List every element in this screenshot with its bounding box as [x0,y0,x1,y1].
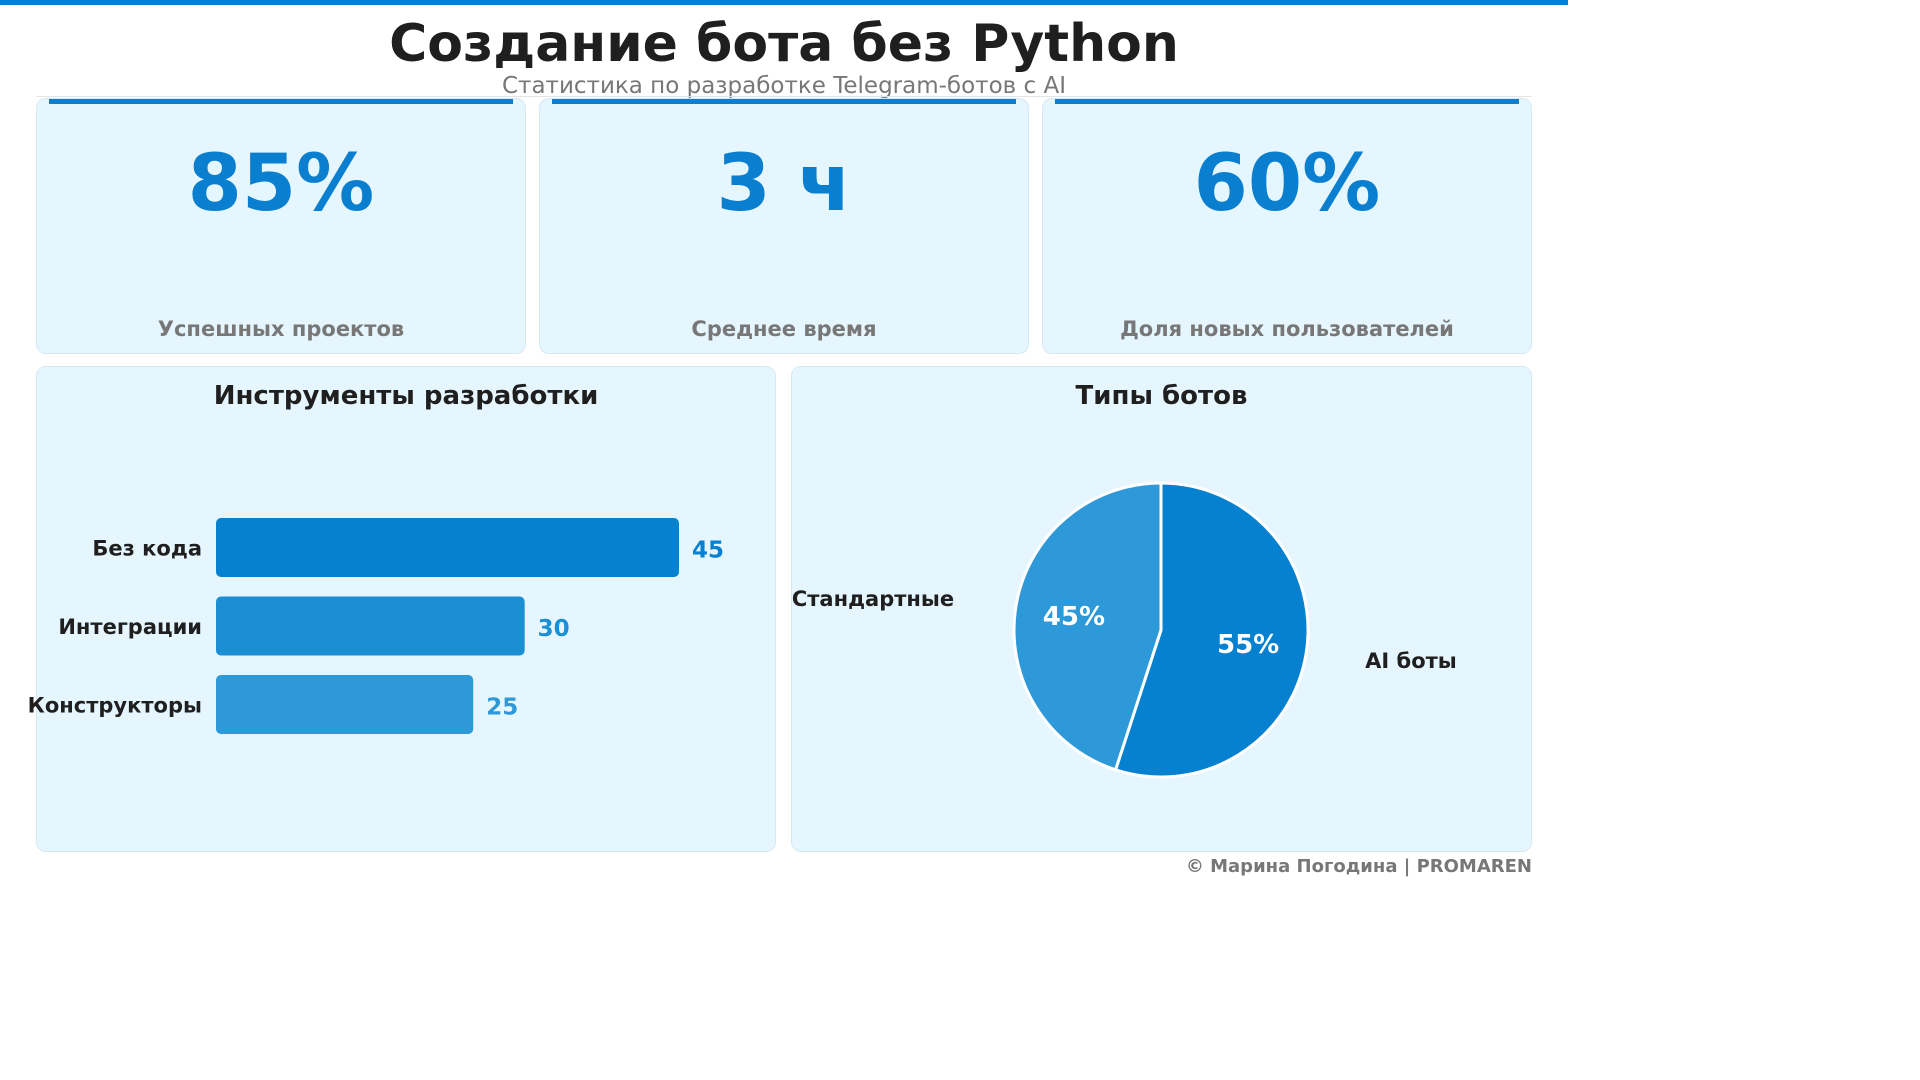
card-accent [1055,99,1519,104]
pie-percent-label: 45% [1043,602,1105,632]
bar-value-label: 25 [486,695,518,721]
bar-category-label: Конструкторы [28,694,202,718]
pie-chart-title: Типы ботов [1075,381,1248,411]
kpi-card-success: 85% Успешных проектов [36,98,526,354]
kpi-label: Среднее время [691,317,877,341]
kpi-card-new-users: 60% Доля новых пользователей [1042,98,1532,354]
pie-slice [1012,481,1163,772]
pie-category-label: AI боты [1365,649,1457,673]
bar-value-label: 45 [692,538,724,564]
page-title: Создание бота без Python [389,14,1179,74]
bar [216,518,679,577]
kpi-value: 85% [187,139,375,229]
divider [36,96,1532,97]
pie-category-label: Стандартные [792,587,954,611]
bar [216,596,525,656]
top-accent-bar [0,0,1568,5]
bar-category-label: Без кода [92,537,202,561]
bar-value-label: 30 [538,616,570,642]
page-subtitle: Статистика по разработке Telegram-ботов … [502,73,1066,99]
kpi-value: 60% [1193,139,1381,229]
kpi-label: Успешных проектов [157,317,405,341]
kpi-card-time: 3 ч Среднее время [539,98,1029,354]
card-accent [49,99,513,104]
bar-category-label: Интеграции [58,615,202,639]
kpi-label: Доля новых пользователей [1120,317,1454,341]
pie-percent-label: 55% [1217,630,1279,660]
bar [216,675,474,734]
kpi-value: 3 ч [716,139,852,229]
pie-slice [1113,481,1310,779]
card-accent [552,99,1016,104]
copyright-footer: © Марина Погодина | PROMAREN [1185,856,1532,877]
charts-layer: Без кода 45 Интеграции 30 Конструкторы 25 55% A… [28,481,1457,779]
bar-chart-title: Инструменты разработки [213,381,599,411]
